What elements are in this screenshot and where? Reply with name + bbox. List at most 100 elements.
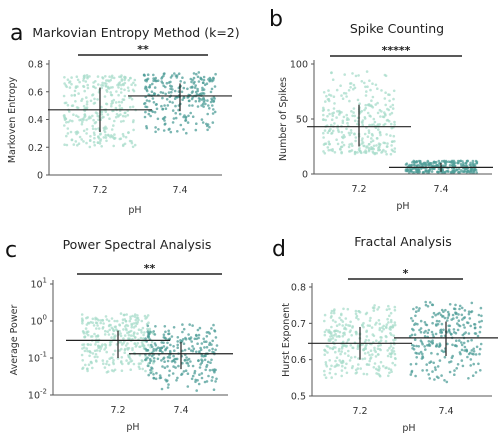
data-point xyxy=(353,150,357,154)
data-point xyxy=(144,337,147,340)
data-point xyxy=(458,159,462,163)
data-point xyxy=(348,359,352,362)
data-point xyxy=(341,324,345,327)
data-point xyxy=(353,355,357,359)
data-point xyxy=(365,329,369,333)
data-point xyxy=(466,355,469,359)
data-point xyxy=(194,90,198,94)
data-point xyxy=(112,353,115,356)
data-point xyxy=(370,137,373,140)
data-point xyxy=(191,96,194,99)
data-point xyxy=(152,360,156,363)
data-point xyxy=(89,351,92,354)
data-point xyxy=(198,350,201,353)
data-point xyxy=(450,332,453,336)
data-point xyxy=(331,78,335,81)
data-point xyxy=(107,363,111,367)
data-point xyxy=(173,357,177,361)
data-point xyxy=(323,369,326,373)
data-point xyxy=(427,328,431,332)
data-point xyxy=(385,308,389,312)
data-point xyxy=(332,334,336,337)
data-point xyxy=(431,321,434,325)
data-point xyxy=(164,92,167,96)
data-point xyxy=(120,87,123,91)
data-point xyxy=(340,151,343,155)
data-point xyxy=(428,344,432,347)
data-point xyxy=(131,347,134,350)
data-point xyxy=(354,74,358,78)
data-point xyxy=(462,170,466,174)
data-point xyxy=(171,372,175,375)
data-point xyxy=(186,362,190,365)
data-point xyxy=(201,86,204,90)
data-point xyxy=(182,327,186,331)
data-point xyxy=(160,359,163,362)
data-point xyxy=(388,314,391,318)
data-point xyxy=(69,130,73,134)
data-point xyxy=(338,359,342,362)
data-point xyxy=(96,340,100,344)
data-point xyxy=(328,331,332,335)
data-point xyxy=(209,90,213,94)
data-point xyxy=(349,86,352,89)
data-point xyxy=(80,353,84,357)
data-point xyxy=(384,334,388,338)
data-point xyxy=(357,357,360,360)
data-point xyxy=(77,115,80,119)
data-point xyxy=(121,82,125,86)
data-point xyxy=(200,354,204,358)
data-point xyxy=(127,131,130,135)
data-point xyxy=(332,346,336,349)
data-point xyxy=(340,111,343,114)
data-point xyxy=(475,171,479,174)
data-point xyxy=(364,106,368,110)
data-point xyxy=(205,331,209,334)
data-point xyxy=(350,131,353,135)
data-point xyxy=(333,329,337,333)
data-point xyxy=(387,93,390,96)
data-point xyxy=(165,346,169,350)
data-point xyxy=(146,314,150,317)
data-point xyxy=(153,333,157,336)
data-point xyxy=(117,82,121,85)
data-point xyxy=(107,319,111,323)
data-point xyxy=(423,335,427,338)
data-point xyxy=(93,101,97,105)
data-point xyxy=(84,363,87,367)
data-point xyxy=(103,366,107,369)
data-point xyxy=(188,323,191,326)
data-point xyxy=(155,107,159,111)
data-point xyxy=(181,349,184,353)
data-point xyxy=(458,351,462,354)
data-point xyxy=(325,94,328,98)
data-point xyxy=(368,114,372,117)
data-point xyxy=(171,101,174,104)
data-point xyxy=(197,359,200,363)
data-point xyxy=(210,358,213,362)
data-point xyxy=(338,316,341,320)
data-point xyxy=(436,170,440,174)
data-point xyxy=(144,355,147,359)
data-point xyxy=(329,316,333,319)
data-point xyxy=(393,305,397,309)
data-point xyxy=(110,104,113,108)
data-point xyxy=(151,82,154,86)
data-point xyxy=(128,330,131,334)
data-point xyxy=(213,329,216,332)
data-point xyxy=(390,320,393,324)
data-point xyxy=(384,103,388,107)
data-point xyxy=(122,328,125,331)
data-point xyxy=(453,331,456,334)
data-point xyxy=(182,96,186,100)
data-point xyxy=(323,330,327,334)
data-point xyxy=(332,107,336,110)
data-point xyxy=(328,346,332,350)
data-point xyxy=(65,121,68,124)
data-point xyxy=(458,339,461,342)
data-point xyxy=(340,135,344,139)
data-point xyxy=(374,103,378,106)
data-point xyxy=(170,74,174,77)
data-point xyxy=(123,347,127,351)
data-point xyxy=(105,82,108,85)
